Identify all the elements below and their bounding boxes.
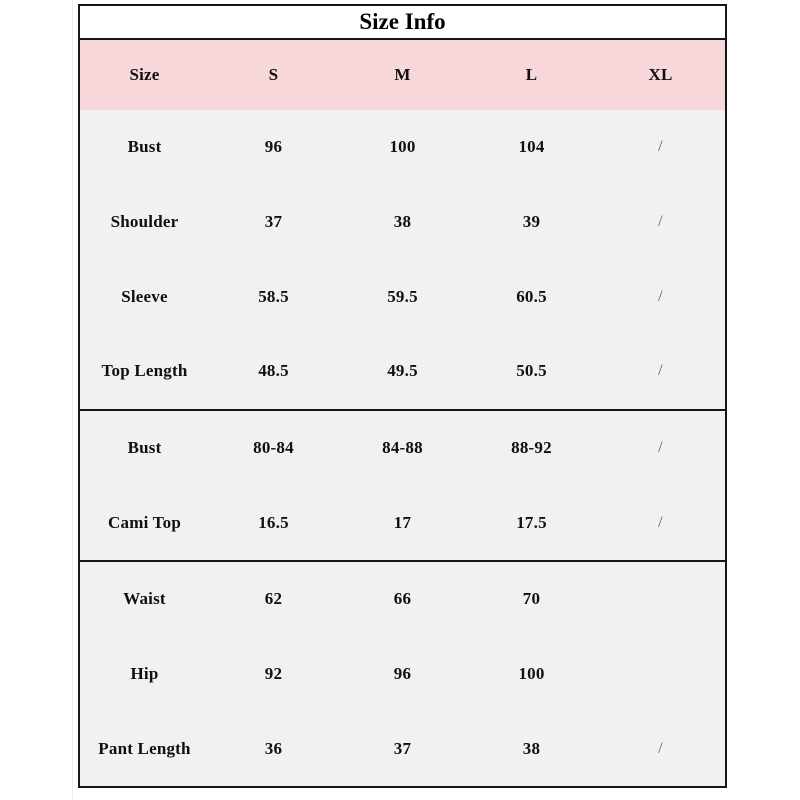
- cell-xl: /: [658, 138, 663, 156]
- section-top-garment: Bust 96 100 104 / Shoulder 37 38 39 / Sl…: [80, 110, 725, 411]
- cell-s: 96: [264, 137, 283, 157]
- row-label: Bust: [127, 137, 162, 157]
- cell-l: 39: [522, 212, 541, 231]
- cell-s: 48.5: [258, 361, 289, 381]
- table-title: Size Info: [359, 9, 446, 34]
- row-label: Waist: [123, 589, 166, 609]
- cell-l: 100: [518, 664, 545, 683]
- cell-m: 100: [389, 137, 416, 157]
- table-row-cami-top: Cami Top 16.5 17 17.5 /: [80, 485, 725, 560]
- cell-xl: /: [658, 513, 663, 531]
- header-cell-s: S: [268, 65, 279, 84]
- cell-xl: /: [658, 739, 663, 757]
- cell-l: 70: [522, 589, 541, 609]
- cell-m: 38: [393, 212, 412, 231]
- row-label: Pant Length: [98, 738, 191, 758]
- cell-m: 17: [393, 512, 412, 532]
- cell-l: 60.5: [516, 286, 547, 306]
- cell-l: 17.5: [516, 512, 547, 532]
- table-row-shoulder: Shoulder 37 38 39 /: [80, 185, 725, 260]
- header-cell-xl: XL: [648, 65, 673, 84]
- cell-s: 92: [264, 664, 283, 683]
- table-row-waist: Waist 62 66 70: [80, 562, 725, 637]
- cell-l: 50.5: [516, 361, 547, 381]
- section-cami-top: Bust 80-84 84-88 88-92 / Cami Top 16.5 1…: [80, 411, 725, 562]
- cell-l: 38: [522, 738, 541, 758]
- table-row-pant-length: Pant Length 36 37 38 /: [80, 711, 725, 786]
- cell-s: 80-84: [253, 438, 294, 457]
- cell-xl: /: [658, 439, 663, 456]
- cell-m: 59.5: [387, 286, 418, 306]
- header-cell-m: M: [394, 65, 411, 84]
- row-label: Top Length: [101, 361, 188, 381]
- table-row-bust: Bust 96 100 104 /: [80, 110, 725, 185]
- row-label: Hip: [130, 664, 159, 683]
- table-body: Bust 96 100 104 / Shoulder 37 38 39 / Sl…: [80, 110, 725, 786]
- cell-xl: /: [658, 287, 663, 305]
- cell-m: 96: [393, 664, 412, 683]
- cell-m: 49.5: [387, 361, 418, 381]
- size-info-table: Size Info Size S M L XL Bust 96 100 104 …: [78, 4, 727, 788]
- header-cell-l: L: [525, 65, 538, 84]
- cell-xl: /: [658, 362, 663, 380]
- cell-s: 62: [264, 589, 283, 609]
- table-row-bust-cami: Bust 80-84 84-88 88-92 /: [80, 411, 725, 486]
- cell-s: 37: [264, 212, 283, 231]
- table-row-sleeve: Sleeve 58.5 59.5 60.5 /: [80, 259, 725, 334]
- section-pants: Waist 62 66 70 Hip 92 96 100 Pant Length…: [80, 562, 725, 786]
- cell-xl: /: [658, 213, 663, 230]
- cell-xl: [596, 637, 725, 712]
- table-header-row: Size S M L XL: [80, 40, 725, 110]
- cell-m: 84-88: [382, 438, 423, 457]
- cell-s: 58.5: [258, 286, 289, 306]
- row-label: Cami Top: [108, 512, 181, 532]
- cell-s: 16.5: [258, 512, 289, 532]
- table-row-hip: Hip 92 96 100: [80, 637, 725, 712]
- cell-l: 88-92: [511, 438, 552, 457]
- row-label: Bust: [127, 438, 162, 457]
- table-title-bar: Size Info: [80, 6, 725, 40]
- page-edge-line: [72, 0, 73, 800]
- cell-s: 36: [264, 738, 283, 758]
- cell-m: 37: [393, 738, 412, 758]
- table-row-top-length: Top Length 48.5 49.5 50.5 /: [80, 334, 725, 409]
- row-label: Shoulder: [110, 212, 179, 231]
- cell-m: 66: [393, 589, 412, 609]
- cell-l: 104: [518, 137, 545, 157]
- row-label: Sleeve: [121, 286, 168, 306]
- cell-xl: [596, 562, 725, 637]
- header-cell-size: Size: [129, 65, 160, 84]
